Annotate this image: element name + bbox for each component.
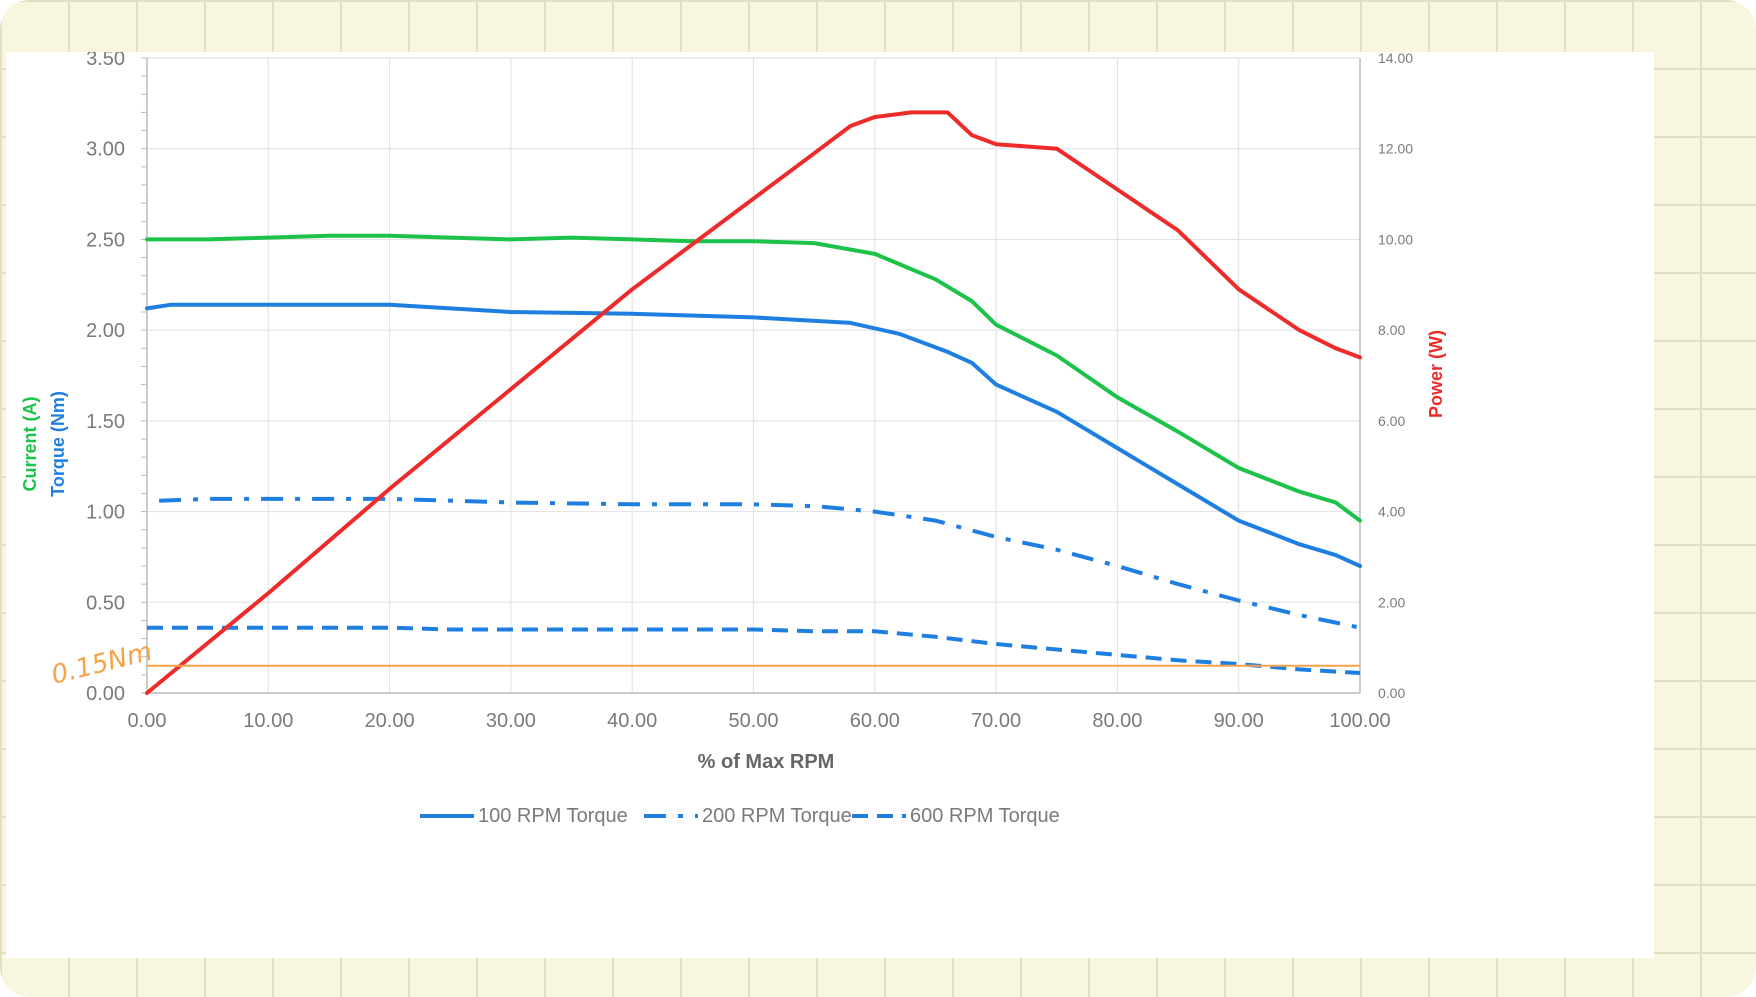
series-line-current [145,233,1362,523]
legend-label: 100 RPM Torque [478,805,628,827]
series-line-600-rpm-torque [147,625,1361,675]
x-tick-label: 90.00 [1214,710,1264,732]
y-left-tick-label: 2.00 [86,320,125,342]
motor-performance-chart: 0.00 10.00 20.00 30.00 40.00 50.00 60.00 70.00 8… [20,52,1446,827]
y-left-tick-label: 3.00 [86,139,125,161]
y-left-tick-label: 2.50 [86,229,125,251]
y-left-axis-title-current: Current (A) [20,397,40,492]
x-tick-label: 20.00 [365,710,415,732]
y-left-axis-title: Current (A) Torque (Nm) [20,391,68,497]
y-left-axis-title-torque: Torque (Nm) [48,391,68,497]
series-lines [145,110,1362,695]
y-right-tick-label: 0.00 [1378,685,1405,701]
x-tick-label: 10.00 [243,710,293,732]
y-right-tick-label: 4.00 [1378,504,1405,520]
x-tick-label: 50.00 [728,710,778,732]
gridlines [146,57,1361,694]
y-right-axis-title: Power (W) [1426,330,1446,418]
x-axis-title: % of Max RPM [698,751,835,773]
x-tick-label: 0.00 [128,710,167,732]
legend: 100 RPM Torque 200 RPM Torque 600 RPM Torq… [420,805,1060,827]
y-right-tick-label: 10.00 [1378,231,1413,247]
series-line-power [145,110,1362,695]
x-tick-label: 70.00 [971,710,1021,732]
axes [141,57,1361,694]
legend-label: 200 RPM Torque [702,805,852,827]
y-right-tick-label: 6.00 [1378,413,1405,429]
chart-area: 0.00 10.00 20.00 30.00 40.00 50.00 60.00 70.00 8… [6,52,1654,958]
y-right-tick-label: 12.00 [1378,141,1413,157]
y-right-tick-label: 8.00 [1378,322,1405,338]
y-right-axis-title-power: Power (W) [1426,330,1446,418]
x-tick-label: 80.00 [1092,710,1142,732]
x-tick-label: 40.00 [607,710,657,732]
x-tick-label: 30.00 [486,710,536,732]
x-tick-label: 100.00 [1329,710,1390,732]
series-line-100-rpm-torque [145,302,1362,568]
y-left-tick-label: 1.50 [86,411,125,433]
y-left-tick-label: 0.00 [86,683,125,705]
tick-labels: 0.00 10.00 20.00 30.00 40.00 50.00 60.00 70.00 8… [86,52,1413,732]
y-right-tick-label: 14.00 [1378,52,1413,66]
y-left-tick-label: 3.50 [86,52,125,70]
y-left-tick-label: 0.50 [86,592,125,614]
series-line-200-rpm-torque [159,496,1361,630]
legend-label: 600 RPM Torque [910,805,1060,827]
x-tick-label: 60.00 [850,710,900,732]
y-right-tick-label: 2.00 [1378,594,1405,610]
y-left-tick-label: 1.00 [86,502,125,524]
